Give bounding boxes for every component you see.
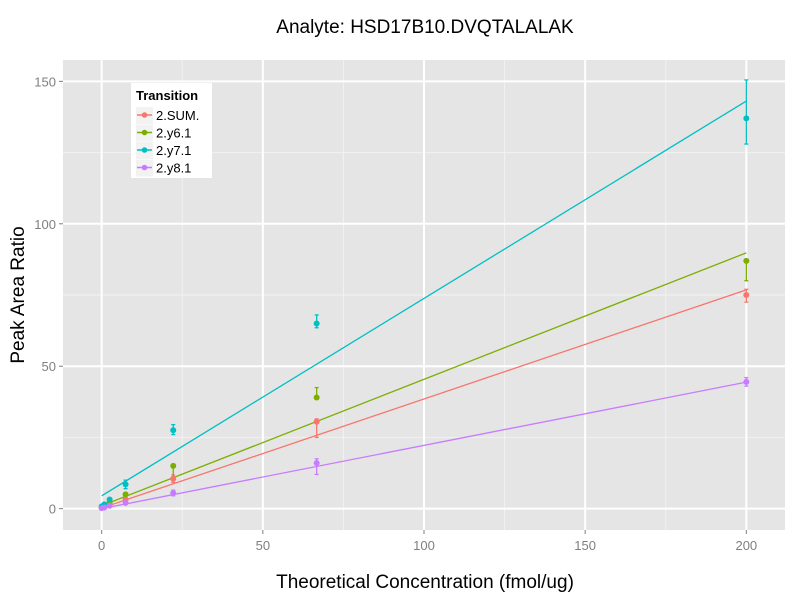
data-point (313, 418, 320, 425)
legend-label: 2.SUM. (156, 108, 199, 123)
y-axis-ticks: 0 50 100 150 (34, 74, 63, 517)
legend-key-point (141, 129, 148, 136)
legend-key-point (141, 112, 148, 118)
data-point (313, 320, 320, 327)
x-tick-label: 150 (574, 538, 596, 553)
legend: Transition 2.SUM. 2.y6.1 2.y7.1 2.y8.1 (131, 83, 212, 178)
data-point (743, 292, 750, 298)
data-points (98, 115, 750, 512)
x-axis-title: Theoretical Concentration (fmol/ug) (276, 572, 574, 593)
x-tick-label: 100 (413, 538, 435, 553)
y-tick-label: 50 (42, 359, 56, 374)
data-point (170, 427, 177, 434)
x-axis-ticks: 0 50 100 150 200 (98, 530, 757, 553)
fit-line-2.y7.1 (101, 100, 747, 497)
legend-title: Transition (136, 88, 198, 103)
fit-line-2.y8.1 (101, 381, 747, 510)
data-point (743, 378, 750, 385)
data-point (101, 504, 108, 511)
data-point (743, 115, 750, 122)
data-point (106, 502, 113, 509)
legend-label: 2.y6.1 (156, 126, 191, 141)
data-point (170, 462, 177, 469)
data-point (170, 475, 177, 482)
fit-line-2.y6.1 (101, 252, 747, 507)
chart-title: Analyte: HSD17B10.DVQTALALAK (276, 17, 574, 38)
y-tick-label: 150 (34, 74, 56, 89)
data-point (743, 257, 750, 264)
legend-key-point (141, 147, 148, 153)
legend-key-point (141, 164, 148, 171)
x-tick-label: 200 (735, 538, 757, 553)
data-point (313, 394, 320, 401)
y-tick-label: 100 (34, 217, 56, 232)
fit-line-2.SUM. (101, 289, 747, 509)
x-tick-label: 0 (98, 538, 105, 553)
legend-label: 2.y7.1 (156, 143, 191, 158)
y-tick-label: 0 (49, 502, 56, 517)
data-point (313, 460, 320, 467)
major-gridlines (63, 60, 785, 530)
data-point (122, 491, 129, 498)
fit-lines (101, 100, 747, 510)
data-point (106, 496, 113, 503)
data-point (170, 489, 177, 496)
x-tick-label: 50 (256, 538, 270, 553)
legend-label: 2.y8.1 (156, 161, 191, 176)
data-point (122, 499, 129, 506)
data-point (122, 481, 129, 488)
y-axis-title: Peak Area Ratio (8, 226, 29, 363)
